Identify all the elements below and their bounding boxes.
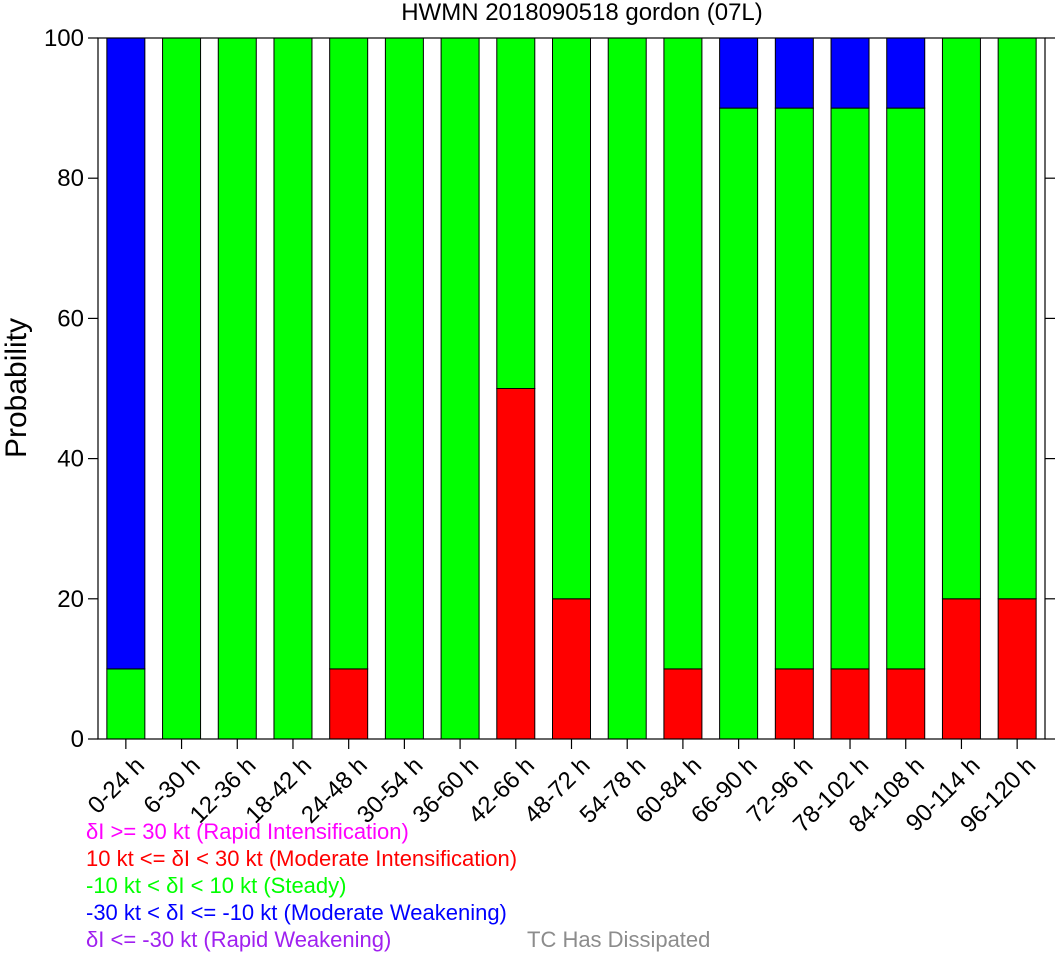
bar-mw-0 [106, 37, 146, 670]
bar-steady-15 [941, 37, 981, 600]
bar-mw-14 [886, 37, 926, 109]
legend-rapid-intensification: δI >= 30 kt (Rapid Intensification) [86, 819, 409, 844]
bar-steady-11 [719, 107, 759, 740]
bar-steady-8 [552, 37, 591, 600]
x-tick-label-0: 0-24 h [83, 752, 150, 819]
y-tick-label-4: 80 [57, 165, 84, 192]
y-tick-label-1: 20 [57, 586, 84, 613]
bar-mw-11 [719, 37, 759, 109]
bar-steady-6 [440, 37, 480, 740]
bar-steady-14 [886, 107, 926, 670]
bar-mi-14 [886, 668, 926, 740]
bar-mi-7 [496, 388, 536, 740]
y-tick-label-0: 0 [71, 726, 84, 753]
bar-steady-4 [329, 37, 369, 670]
y-axis-label: Probability [0, 318, 33, 458]
legend: δI >= 30 kt (Rapid Intensification) 10 k… [86, 818, 517, 953]
bar-mi-13 [830, 668, 870, 740]
bar-steady-16 [997, 37, 1037, 600]
legend-moderate-intensification: 10 kt <= δI < 30 kt (Moderate Intensific… [86, 846, 518, 871]
legend-moderate-weakening: -30 kt < δI <= -10 kt (Moderate Weakenin… [86, 900, 507, 925]
bar-mi-16 [997, 598, 1037, 740]
bar-steady-12 [774, 107, 814, 670]
bar-mi-8 [552, 598, 591, 740]
bar-mw-12 [774, 37, 814, 109]
bar-steady-1 [162, 37, 202, 740]
bar-steady-7 [496, 37, 536, 389]
bar-steady-9 [607, 37, 647, 740]
bar-mi-10 [663, 668, 703, 740]
legend-tc-dissipated: TC Has Dissipated [527, 927, 711, 952]
chart-title: HWMN 2018090518 gordon (07L) [401, 0, 763, 26]
bar-mi-4 [329, 668, 369, 740]
y-tick-label-3: 60 [57, 305, 84, 332]
bar-mi-15 [941, 598, 981, 740]
legend-rapid-weakening: δI <= -30 kt (Rapid Weakening) [86, 927, 392, 952]
bars-group [106, 37, 1037, 740]
bar-mw-13 [830, 37, 870, 109]
legend-steady: -10 kt < δI < 10 kt (Steady) [86, 873, 347, 898]
bar-steady-5 [384, 37, 424, 740]
bar-steady-2 [217, 37, 257, 740]
bar-steady-0 [106, 668, 146, 740]
bar-steady-3 [273, 37, 313, 740]
y-tick-label-5: 100 [44, 25, 84, 52]
bar-steady-10 [663, 37, 703, 670]
y-tick-label-2: 40 [57, 446, 84, 473]
bar-steady-13 [830, 107, 870, 670]
bar-mi-12 [774, 668, 814, 740]
y-ticks-group: 0 20 40 60 80 100 [44, 25, 1055, 753]
